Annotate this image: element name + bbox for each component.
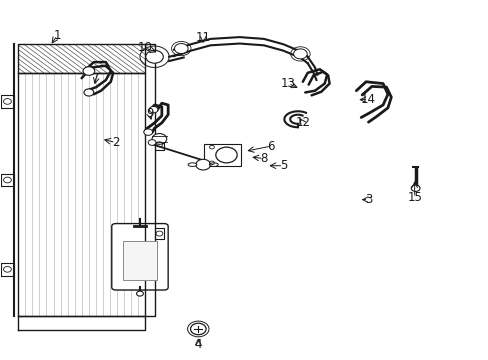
Circle shape bbox=[293, 49, 306, 59]
FancyBboxPatch shape bbox=[112, 224, 168, 290]
Text: 3: 3 bbox=[364, 193, 371, 206]
Circle shape bbox=[190, 323, 205, 335]
Text: 11: 11 bbox=[195, 31, 210, 44]
Text: 2: 2 bbox=[112, 136, 119, 149]
Text: 8: 8 bbox=[260, 152, 267, 165]
Text: 6: 6 bbox=[267, 140, 274, 153]
Circle shape bbox=[143, 129, 152, 135]
Ellipse shape bbox=[188, 163, 197, 166]
Ellipse shape bbox=[209, 163, 218, 166]
Text: 9: 9 bbox=[145, 107, 153, 120]
Circle shape bbox=[196, 159, 210, 170]
Bar bbox=[122, 241, 157, 280]
Text: 12: 12 bbox=[295, 116, 310, 129]
Text: 1: 1 bbox=[54, 29, 61, 42]
Circle shape bbox=[148, 140, 156, 145]
Circle shape bbox=[145, 50, 163, 63]
Circle shape bbox=[174, 44, 188, 54]
Circle shape bbox=[152, 134, 166, 144]
Circle shape bbox=[149, 107, 158, 113]
Circle shape bbox=[410, 185, 419, 192]
Circle shape bbox=[84, 89, 94, 96]
Text: 5: 5 bbox=[279, 159, 286, 172]
Circle shape bbox=[83, 67, 95, 75]
Text: 10: 10 bbox=[137, 41, 152, 54]
Text: 14: 14 bbox=[360, 93, 375, 106]
Text: 13: 13 bbox=[280, 77, 295, 90]
Bar bbox=[203, 144, 241, 166]
Circle shape bbox=[215, 147, 237, 163]
Text: 7: 7 bbox=[92, 72, 100, 85]
Circle shape bbox=[136, 291, 143, 296]
Text: 4: 4 bbox=[194, 338, 202, 351]
Text: 15: 15 bbox=[407, 192, 421, 204]
